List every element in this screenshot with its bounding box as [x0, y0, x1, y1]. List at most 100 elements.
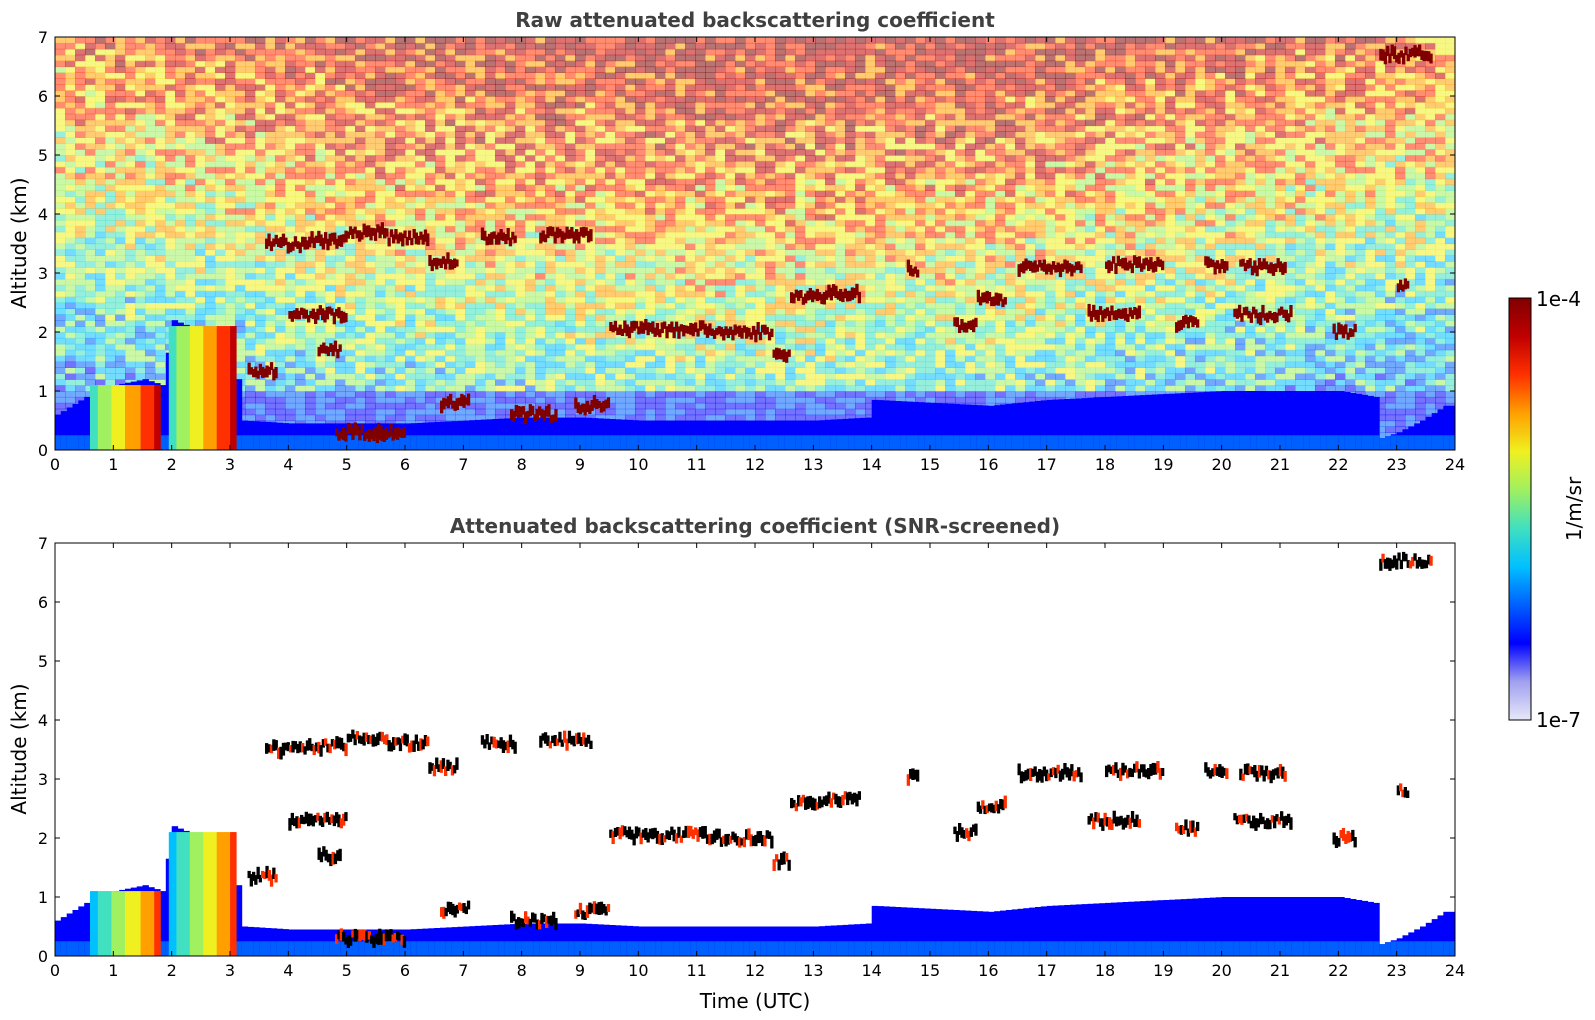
noise-cell: [455, 208, 466, 215]
noise-cell: [735, 172, 746, 180]
noise-cell: [635, 267, 646, 274]
noise-cell: [445, 208, 456, 215]
noise-cell: [475, 172, 486, 180]
noise-cell: [455, 149, 466, 156]
noise-cell: [175, 48, 186, 56]
noise-cell: [65, 37, 76, 44]
noise-cell: [575, 308, 586, 315]
noise-cell: [225, 66, 236, 73]
noise-cell: [715, 37, 726, 44]
noise-cell: [405, 149, 416, 156]
noise-cell: [705, 66, 716, 73]
noise-cell: [735, 78, 746, 85]
noise-cell: [495, 290, 506, 298]
noise-cell: [615, 78, 626, 85]
noise-cell: [475, 160, 486, 168]
noise-cell: [585, 66, 596, 73]
noise-cell: [55, 137, 66, 144]
noise-cell: [65, 326, 76, 333]
noise-cell: [415, 326, 426, 333]
noise-cell: [285, 107, 296, 115]
noise-cell: [705, 343, 716, 351]
noise-cell: [75, 96, 86, 103]
noise-cell: [385, 125, 396, 132]
noise-cell: [425, 113, 436, 121]
noise-cell: [205, 284, 216, 292]
noise-cell: [635, 101, 646, 109]
noise-cell: [465, 72, 476, 79]
noise-cell: [95, 332, 106, 339]
noise-cell: [155, 255, 166, 262]
noise-cell: [485, 391, 496, 398]
noise-cell: [245, 326, 256, 333]
noise-cell: [185, 320, 196, 327]
noise-cell: [505, 107, 516, 115]
noise-cell: [685, 143, 696, 150]
noise-cell: [485, 113, 496, 121]
noise-cell: [465, 101, 476, 109]
noise-cell: [135, 367, 146, 374]
noise-cell: [665, 96, 676, 103]
noise-cell: [365, 48, 376, 56]
noise-cell: [375, 78, 386, 85]
noise-cell: [635, 408, 646, 416]
noise-cell: [395, 208, 406, 215]
noise-cell: [665, 361, 676, 368]
noise-cell: [65, 225, 76, 233]
noise-cell: [715, 402, 726, 410]
noise-cell: [465, 373, 476, 380]
noise-cell: [745, 278, 756, 286]
noise-cell: [185, 178, 196, 186]
noise-cell: [365, 391, 376, 398]
noise-cell: [145, 125, 156, 132]
noise-cell: [605, 214, 616, 221]
noise-cell: [625, 60, 636, 68]
noise-cell: [455, 343, 466, 351]
noise-cell: [75, 214, 86, 221]
noise-cell: [105, 219, 116, 227]
noise-cell: [675, 231, 686, 239]
noise-cell: [275, 101, 286, 109]
noise-cell: [645, 225, 656, 233]
noise-cell: [465, 42, 476, 50]
noise-cell: [505, 54, 516, 62]
noise-cell: [65, 385, 76, 392]
noise-cell: [195, 255, 206, 262]
noise-cell: [475, 326, 486, 333]
noise-cell: [355, 208, 366, 215]
noise-cell: [765, 396, 776, 404]
noise-cell: [505, 166, 516, 174]
noise-cell: [645, 125, 656, 132]
noise-cell: [575, 131, 586, 138]
noise-cell: [345, 196, 356, 203]
noise-cell: [255, 60, 266, 68]
noise-cell: [165, 320, 176, 327]
noise-cell: [315, 84, 326, 91]
noise-cell: [555, 72, 566, 79]
noise-cell: [295, 231, 306, 239]
noise-cell: [585, 343, 596, 351]
noise-cell: [575, 391, 586, 398]
noise-cell: [755, 48, 766, 56]
noise-cell: [275, 396, 286, 404]
noise-cell: [215, 66, 226, 73]
noise-cell: [295, 60, 306, 68]
noise-cell: [355, 60, 366, 68]
noise-cell: [425, 143, 436, 150]
noise-cell: [615, 172, 626, 180]
noise-cell: [595, 243, 606, 250]
noise-cell: [265, 332, 276, 339]
noise-cell: [235, 343, 246, 351]
noise-cell: [425, 296, 436, 304]
noise-cell: [205, 72, 216, 79]
noise-cell: [735, 225, 746, 233]
noise-cell: [425, 402, 436, 410]
noise-cell: [715, 48, 726, 56]
noise-cell: [285, 302, 296, 309]
noise-cell: [695, 208, 706, 215]
noise-cell: [605, 190, 616, 197]
noise-cell: [115, 337, 126, 345]
noise-cell: [295, 385, 306, 392]
noise-cell: [255, 308, 266, 315]
noise-cell: [235, 361, 246, 368]
